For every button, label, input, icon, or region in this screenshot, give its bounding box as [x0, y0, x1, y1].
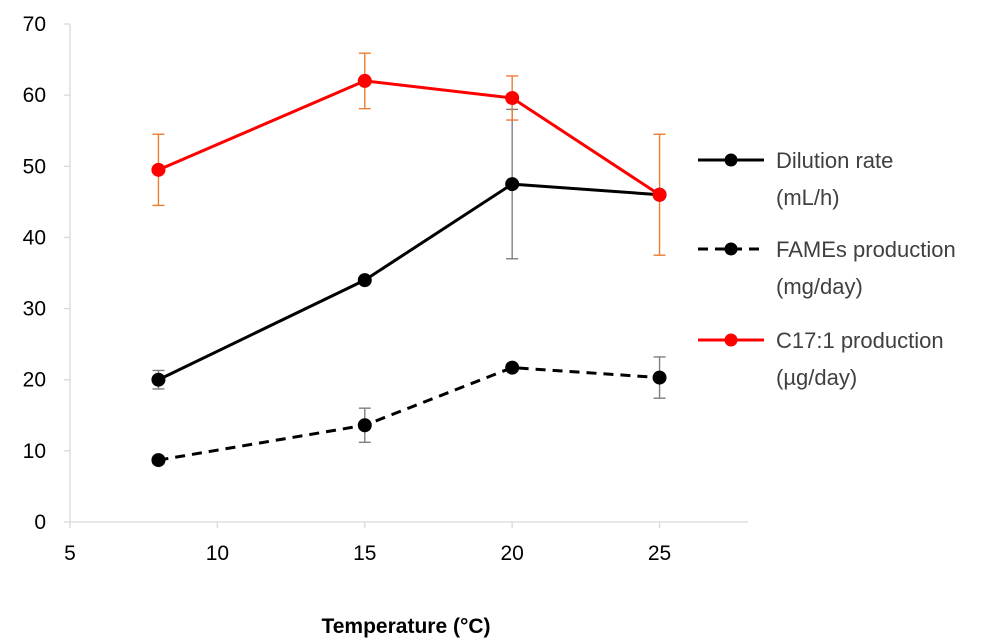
legend-label: (mL/h): [776, 185, 840, 210]
legend-swatch-marker: [724, 333, 738, 347]
axes: [64, 23, 748, 528]
data-point: [652, 187, 667, 202]
x-axis-title: Temperature (°C): [321, 615, 490, 638]
legend: Dilution rate (mL/h) FAMEs production (mg/d…: [698, 148, 956, 390]
legend-label: FAMEs production: [776, 237, 956, 262]
error-bars: [152, 52, 666, 465]
legend-entry: Dilution rate (mL/h): [698, 148, 893, 210]
y-tick-label: 50: [23, 155, 46, 178]
y-tick-label: 20: [23, 369, 46, 392]
y-tick-label: 30: [23, 298, 46, 321]
legend-label: C17:1 production: [776, 328, 944, 353]
legend-label: (mg/day): [776, 274, 863, 299]
x-tick-labels: 5 10 15 20 25: [64, 542, 671, 565]
data-point: [151, 372, 166, 387]
data-markers: [151, 73, 667, 468]
legend-label: (µg/day): [776, 365, 857, 390]
data-point: [151, 453, 166, 468]
data-point: [505, 360, 520, 375]
legend-swatch-marker: [724, 153, 738, 167]
legend-label: Dilution rate: [776, 148, 893, 173]
x-tick-label: 25: [648, 542, 671, 565]
data-point: [357, 273, 372, 288]
data-point: [505, 177, 520, 192]
y-tick-label: 60: [23, 84, 46, 107]
data-point: [151, 162, 166, 177]
series-line: [158, 366, 660, 462]
series-line: [157, 79, 661, 196]
y-tick-label: 10: [23, 440, 46, 463]
data-point: [505, 90, 520, 105]
legend-entry: C17:1 production (µg/day): [698, 328, 944, 390]
y-tick-label: 0: [34, 511, 46, 534]
data-point: [652, 370, 667, 385]
y-tick-labels: 0 10 20 30 40 50 60 70: [23, 13, 46, 534]
legend-entry: FAMEs production (mg/day): [698, 237, 956, 299]
x-tick-label: 10: [206, 542, 229, 565]
x-tick-label: 20: [500, 542, 523, 565]
y-tick-label: 70: [23, 13, 46, 36]
data-point: [357, 418, 372, 433]
x-tick-label: 5: [64, 542, 76, 565]
legend-swatch-marker: [724, 242, 738, 256]
series-lines: [157, 79, 661, 462]
series-line: [157, 182, 660, 382]
data-point: [357, 73, 372, 88]
y-tick-label: 40: [23, 226, 46, 249]
x-tick-label: 15: [353, 542, 376, 565]
